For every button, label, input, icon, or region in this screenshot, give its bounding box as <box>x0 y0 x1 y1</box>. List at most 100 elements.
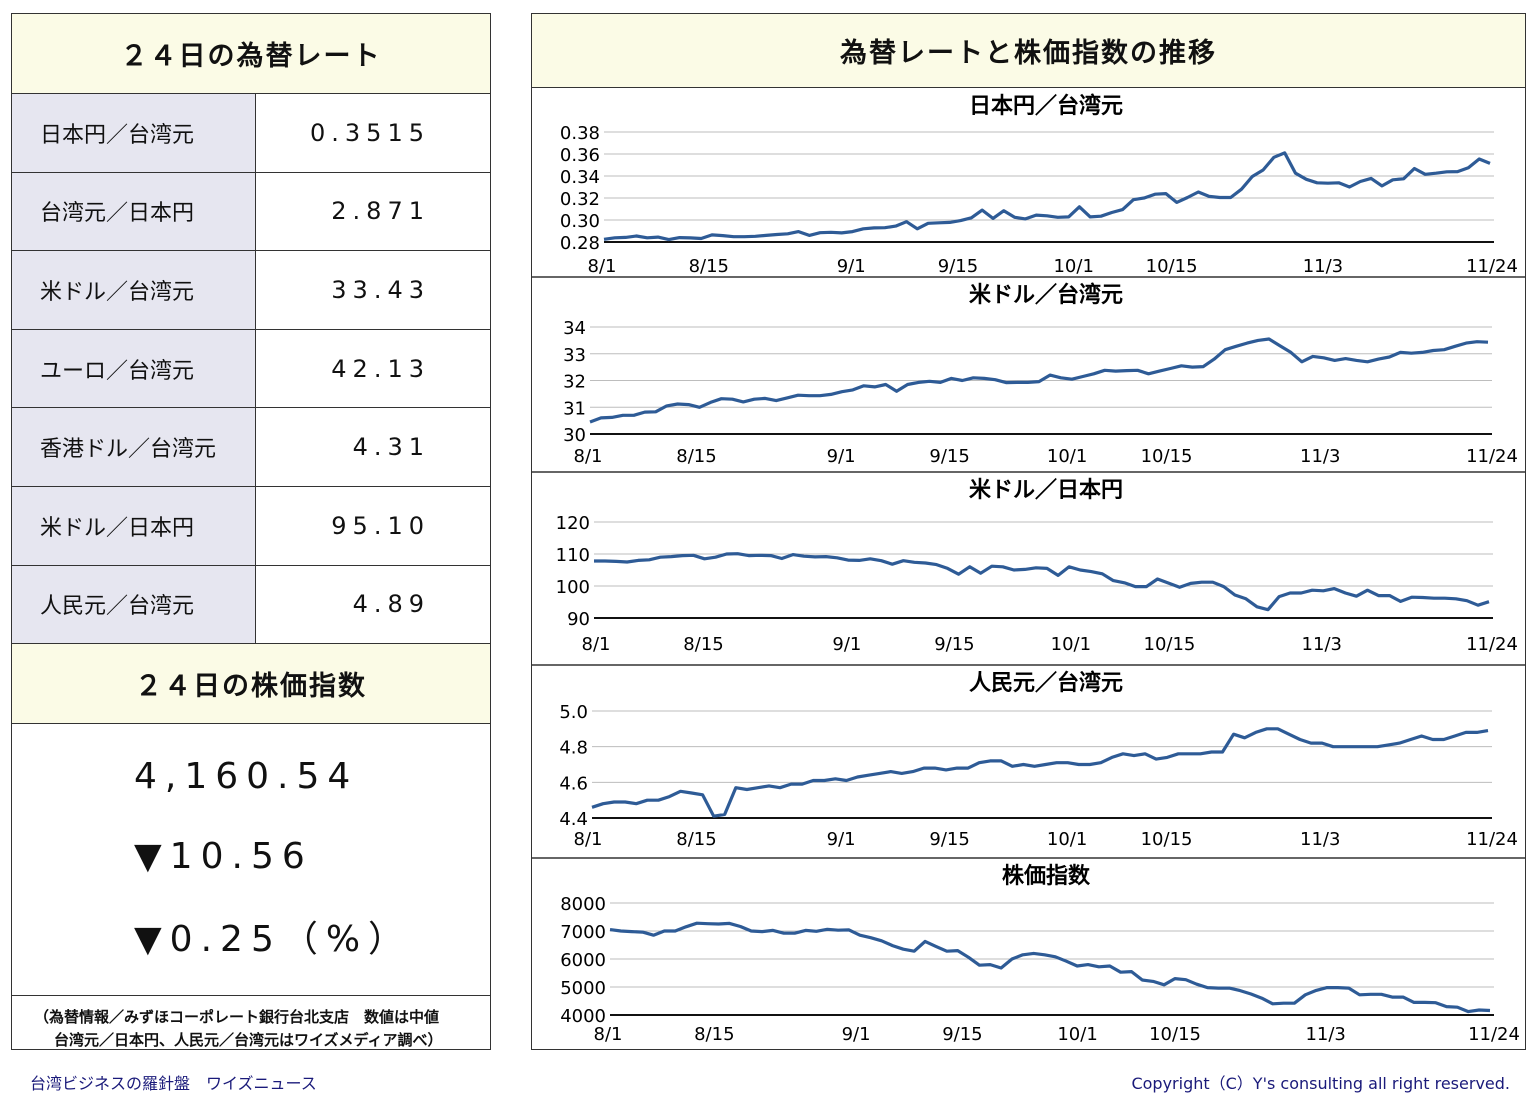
stock-change-percent: ▼0.25（%） <box>134 919 413 961</box>
x-tick-label: 10/1 <box>1047 829 1087 850</box>
x-tick-label: 8/1 <box>574 829 603 850</box>
x-tick-label: 9/15 <box>934 634 974 655</box>
chart-3: 米ドル／日本円 120 110 100 90 8/1 8/15 9/1 9/15 10/1 10/1… <box>532 471 1525 655</box>
rate-label: 米ドル／日本円 <box>12 486 256 565</box>
source-note-line1: （為替情報／みずほコーポレート銀行台北支店 数値は中値 <box>34 1008 440 1027</box>
series-line <box>609 921 1491 1014</box>
x-tick-label: 8/1 <box>588 256 617 277</box>
x-tick-label: 9/1 <box>827 446 856 467</box>
rate-value: 2.871 <box>331 197 430 226</box>
rate-label: 米ドル／台湾元 <box>12 251 256 329</box>
y-tick-label: 32 <box>563 372 586 393</box>
y-tick-label: 90 <box>567 609 590 630</box>
x-tick-label: 11/24 <box>1466 256 1518 277</box>
y-tick-label: 5.0 <box>559 702 588 723</box>
x-tick-label: 9/1 <box>837 256 866 277</box>
rate-label: ユーロ／台湾元 <box>12 329 256 408</box>
y-tick-label: 4.4 <box>559 809 588 830</box>
rate-row: 香港ドル／台湾元 4.31 <box>12 408 490 487</box>
y-tick-label: 0.36 <box>560 145 600 166</box>
rate-value: 0.3515 <box>310 118 430 147</box>
chart-1: 日本円／台湾元 0.380.360.340.320.300.288/1 8/15 9/… <box>560 93 1518 277</box>
chart-title: 米ドル／日本円 <box>969 478 1123 503</box>
rate-value: 33.43 <box>331 275 430 304</box>
x-tick-label: 8/1 <box>574 446 603 467</box>
x-tick-label: 8/1 <box>594 1024 623 1045</box>
x-tick-label: 10/15 <box>1149 1024 1201 1045</box>
x-tick-label: 11/24 <box>1466 634 1518 655</box>
chart-2: 米ドル／台湾元 34 33 32 31 308/1 8/15 9/1 9/15 10/1 10/15… <box>532 276 1525 467</box>
x-tick-label: 10/1 <box>1051 634 1091 655</box>
y-tick-label: 8000 <box>560 894 606 915</box>
x-tick-label: 8/15 <box>689 256 729 277</box>
y-tick-label: 0.30 <box>560 211 600 232</box>
y-tick-label: 4.8 <box>559 738 588 759</box>
x-tick-label: 10/15 <box>1141 829 1193 850</box>
y-tick-label: 30 <box>563 425 586 446</box>
stock-change-value: ▼10.56 <box>134 835 313 877</box>
chart-title: 人民元／台湾元 <box>969 670 1123 696</box>
rate-row: 米ドル／日本円 95.10 <box>12 486 490 566</box>
y-tick-label: 0.38 <box>560 123 600 144</box>
chart-title: 米ドル／台湾元 <box>969 282 1123 308</box>
y-tick-label: 120 <box>556 513 590 534</box>
series-line <box>603 151 1491 242</box>
rate-row: 日本円／台湾元 0.3515 <box>12 94 490 173</box>
y-tick-label: 0.34 <box>560 167 600 188</box>
x-tick-label: 11/3 <box>1303 256 1343 277</box>
rate-row: 人民元／台湾元 4.89 <box>12 565 490 645</box>
rates-title: ２４日の為替レート <box>12 14 490 94</box>
x-tick-label: 11/24 <box>1466 446 1518 467</box>
y-tick-label: 4000 <box>560 1006 606 1027</box>
rate-label: 人民元／台湾元 <box>12 565 256 644</box>
y-tick-label: 100 <box>556 577 590 598</box>
y-tick-label: 6000 <box>560 950 606 971</box>
x-tick-label: 11/3 <box>1305 1024 1345 1045</box>
chart-4: 人民元／台湾元 5.0 4.8 4.6 4.48/1 8/15 9/1 9/15 10/1 10/… <box>532 664 1525 850</box>
rate-value: 95.10 <box>331 511 430 540</box>
x-tick-label: 10/15 <box>1146 256 1198 277</box>
rate-row: 台湾元／日本円 2.871 <box>12 172 490 252</box>
x-tick-label: 9/15 <box>929 446 969 467</box>
x-tick-label: 11/3 <box>1300 829 1340 850</box>
x-tick-label: 9/1 <box>832 634 861 655</box>
rates-panel: ２４日の為替レート 日本円／台湾元 0.3515 台湾元／日本円 2.871 米ドル／台… <box>11 13 491 1050</box>
y-tick-label: 34 <box>563 318 586 339</box>
x-tick-label: 9/15 <box>929 829 969 850</box>
footer-copyright: Copyright（C）Y's consulting all right res… <box>1131 1074 1510 1093</box>
x-tick-label: 11/24 <box>1468 1024 1520 1045</box>
series-line <box>594 552 1490 612</box>
rate-row: 米ドル／台湾元 33.43 <box>12 251 490 330</box>
y-tick-label: 33 <box>563 345 586 366</box>
x-tick-label: 10/15 <box>1141 446 1193 467</box>
y-tick-label: 5000 <box>560 978 606 999</box>
stock-box: 4,160.54 ▼10.56 ▼0.25（%） <box>12 736 490 997</box>
charts-title: 為替レートと株価指数の推移 <box>532 14 1525 88</box>
rate-value: 4.31 <box>352 433 430 462</box>
x-tick-label: 8/15 <box>683 634 723 655</box>
rate-row: ユーロ／台湾元 42.13 <box>12 329 490 409</box>
x-tick-label: 9/1 <box>827 829 856 850</box>
charts-panel: 為替レートと株価指数の推移 日本円／台湾元 0.38 0.36 0.34 0.32 0.3… <box>531 13 1526 1050</box>
rate-label: 香港ドル／台湾元 <box>12 408 256 486</box>
x-tick-label: 9/15 <box>938 256 978 277</box>
y-tick-label: 7000 <box>560 922 606 943</box>
x-tick-label: 10/1 <box>1047 446 1087 467</box>
y-tick-label: 31 <box>563 398 586 419</box>
source-note-line2: 台湾元／日本円、人民元／台湾元はワイズメディア調べ） <box>54 1031 443 1050</box>
x-tick-label: 11/3 <box>1302 634 1342 655</box>
x-tick-label: 10/15 <box>1144 634 1196 655</box>
source-note: （為替情報／みずほコーポレート銀行台北支店 数値は中値 台湾元／日本円、人民元／… <box>12 996 490 1052</box>
rate-label: 日本円／台湾元 <box>12 94 256 172</box>
x-tick-label: 9/1 <box>842 1024 871 1045</box>
x-tick-label: 8/15 <box>676 829 716 850</box>
series-line <box>591 727 1489 818</box>
y-tick-label: 0.28 <box>560 233 600 254</box>
y-tick-label: 0.32 <box>560 189 600 210</box>
chart-title: 株価指数 <box>1002 863 1091 889</box>
x-tick-label: 10/1 <box>1053 256 1093 277</box>
stock-index-value: 4,160.54 <box>134 755 359 797</box>
stock-title: ２４日の株価指数 <box>12 644 490 725</box>
